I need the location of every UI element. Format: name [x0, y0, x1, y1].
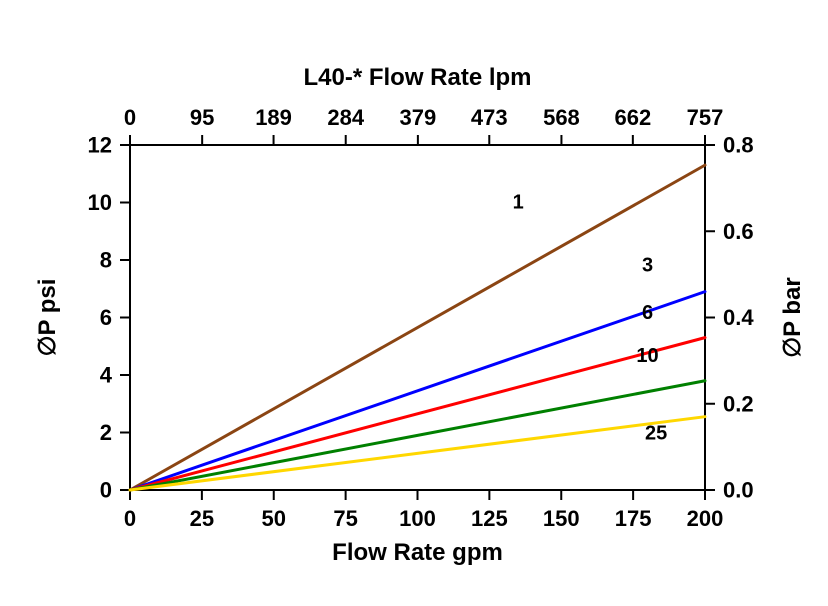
pressure-flow-chart: 0255075100125150175200095189284379473568… [0, 0, 828, 606]
y-left-tick-label: 12 [88, 133, 112, 158]
x-top-tick-label: 473 [471, 105, 508, 130]
x-top-tick-label: 284 [327, 105, 364, 130]
series-label-10: 10 [636, 345, 658, 367]
top-axis-title: L40-* Flow Rate lpm [303, 64, 531, 91]
right-axis-title: ∅P bar [779, 277, 806, 358]
series-label-25: 25 [645, 423, 667, 445]
x-bottom-tick-label: 25 [190, 506, 214, 531]
x-top-tick-label: 379 [400, 105, 437, 130]
y-left-tick-label: 0 [100, 478, 112, 503]
y-right-tick-label: 0.8 [723, 133, 754, 158]
x-top-tick-label: 757 [687, 105, 724, 130]
series-label-1: 1 [513, 191, 524, 213]
x-top-tick-label: 0 [124, 105, 136, 130]
x-bottom-tick-label: 50 [262, 506, 286, 531]
x-bottom-tick-label: 125 [471, 506, 508, 531]
x-bottom-tick-label: 75 [333, 506, 357, 531]
x-top-tick-label: 189 [255, 105, 292, 130]
y-left-tick-label: 4 [100, 363, 113, 388]
y-left-tick-label: 10 [88, 190, 112, 215]
y-left-tick-label: 6 [100, 305, 112, 330]
x-bottom-tick-label: 175 [615, 506, 652, 531]
left-axis-title: ∅P psi [34, 279, 61, 357]
bottom-axis-title: Flow Rate gpm [332, 539, 503, 566]
x-bottom-tick-label: 200 [687, 506, 724, 531]
x-top-tick-label: 95 [190, 105, 214, 130]
y-right-tick-label: 0.0 [723, 478, 754, 503]
x-top-tick-label: 568 [543, 105, 580, 130]
y-left-tick-label: 8 [100, 248, 112, 273]
y-right-tick-label: 0.2 [723, 391, 754, 416]
x-bottom-tick-label: 150 [543, 506, 580, 531]
series-label-6: 6 [642, 302, 653, 324]
x-bottom-tick-label: 100 [399, 506, 436, 531]
x-top-tick-label: 662 [614, 105, 651, 130]
y-right-tick-label: 0.6 [723, 219, 754, 244]
y-right-tick-label: 0.4 [723, 305, 754, 330]
y-left-tick-label: 2 [100, 420, 112, 445]
series-label-3: 3 [642, 255, 653, 277]
x-bottom-tick-label: 0 [124, 506, 136, 531]
